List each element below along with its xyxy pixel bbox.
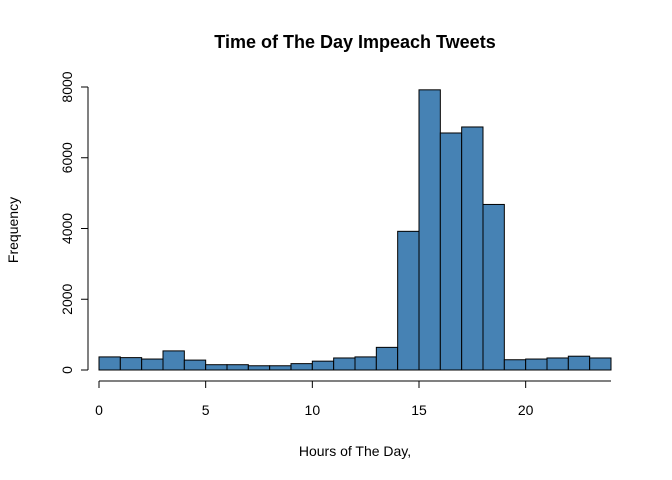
histogram-bar-6-7	[226, 364, 249, 371]
histogram-bar-13-14	[375, 346, 399, 371]
y-axis-label: Frequency	[5, 197, 21, 263]
histogram-bar-5-6	[205, 364, 228, 371]
histogram-bar-23-24	[589, 357, 612, 371]
x-tick-label-10: 10	[305, 402, 321, 418]
y-axis: 0 2000 4000 6000 8000	[59, 71, 89, 374]
histogram-bar-11-12	[333, 357, 356, 371]
x-tick-label-5: 5	[202, 402, 210, 418]
y-tick-label-8000: 8000	[59, 71, 75, 102]
histogram-bar-15-16	[418, 89, 441, 371]
histogram-bar-17-18	[461, 126, 484, 371]
histogram-bar-19-20	[503, 359, 527, 371]
chart-title: Time of The Day Impeach Tweets	[214, 32, 495, 52]
histogram-bar-18-19	[482, 203, 505, 371]
y-tick-label-2000: 2000	[59, 283, 75, 314]
histogram-bar-14-15	[397, 230, 420, 371]
x-axis: 0 5 10 15 20	[95, 380, 611, 418]
histogram-bar-4-5	[183, 359, 207, 371]
x-tick-label-15: 15	[411, 402, 427, 418]
x-tick-label-20: 20	[518, 402, 534, 418]
bars-group	[98, 89, 612, 371]
histogram-bar-16-17	[439, 132, 463, 371]
histogram-bar-1-2	[119, 357, 143, 371]
histogram-bar-7-8	[247, 365, 271, 371]
histogram-bar-2-3	[141, 358, 164, 371]
histogram-bar-9-10	[290, 363, 313, 371]
histogram-bar-21-22	[546, 357, 569, 371]
histogram-bar-8-9	[269, 365, 292, 371]
y-tick-label-0: 0	[59, 366, 75, 374]
y-tick-label-6000: 6000	[59, 142, 75, 173]
x-axis-label: Hours of The Day,	[299, 443, 411, 459]
histogram-bar-10-11	[311, 360, 335, 371]
histogram-bar-20-21	[525, 358, 548, 371]
x-tick-label-0: 0	[95, 402, 103, 418]
histogram-bar-22-23	[567, 355, 591, 371]
histogram-bar-0-1	[98, 356, 121, 371]
histogram-bar-3-4	[162, 350, 185, 371]
histogram-bar-12-13	[354, 356, 377, 371]
y-tick-label-4000: 4000	[59, 213, 75, 244]
